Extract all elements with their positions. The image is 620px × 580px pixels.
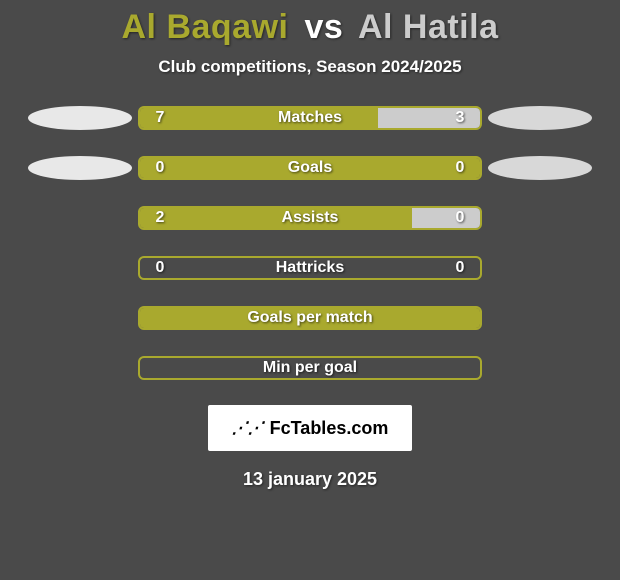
brand-icon: ⋰⋰	[232, 418, 264, 438]
stat-row: 20Assists	[0, 205, 620, 231]
stat-rows: 73Matches 00Goals 20Assists 00Hattricks Goal…	[0, 105, 620, 381]
stat-label: Matches	[140, 108, 480, 128]
stat-row: 73Matches	[0, 105, 620, 131]
stat-bar: 00Hattricks	[138, 256, 482, 280]
stat-row: Goals per match	[0, 305, 620, 331]
subtitle: Club competitions, Season 2024/2025	[0, 57, 620, 77]
stat-label: Goals per match	[140, 308, 480, 328]
player-a-name: Al Baqawi	[122, 8, 289, 46]
stat-bar: Min per goal	[138, 356, 482, 380]
player-a-badge	[28, 106, 132, 130]
page-title: Al Baqawi vs Al Hatila	[0, 8, 620, 47]
player-b-name: Al Hatila	[358, 8, 499, 46]
stat-row: 00Goals	[0, 155, 620, 181]
comparison-card: Al Baqawi vs Al Hatila Club competitions…	[0, 0, 620, 490]
snapshot-date: 13 january 2025	[0, 469, 620, 490]
stat-bar: 20Assists	[138, 206, 482, 230]
stat-bar: Goals per match	[138, 306, 482, 330]
player-a-badge	[28, 156, 132, 180]
stat-row: Min per goal	[0, 355, 620, 381]
stat-bar: 73Matches	[138, 106, 482, 130]
stat-label: Assists	[140, 208, 480, 228]
player-b-badge	[488, 156, 592, 180]
vs-label: vs	[304, 8, 343, 46]
stat-row: 00Hattricks	[0, 255, 620, 281]
stat-label: Goals	[140, 158, 480, 178]
branding-badge: ⋰⋰ FcTables.com	[208, 405, 412, 451]
brand-text: FcTables.com	[270, 418, 389, 439]
stat-label: Hattricks	[140, 258, 480, 278]
player-b-badge	[488, 106, 592, 130]
stat-label: Min per goal	[140, 358, 480, 378]
stat-bar: 00Goals	[138, 156, 482, 180]
